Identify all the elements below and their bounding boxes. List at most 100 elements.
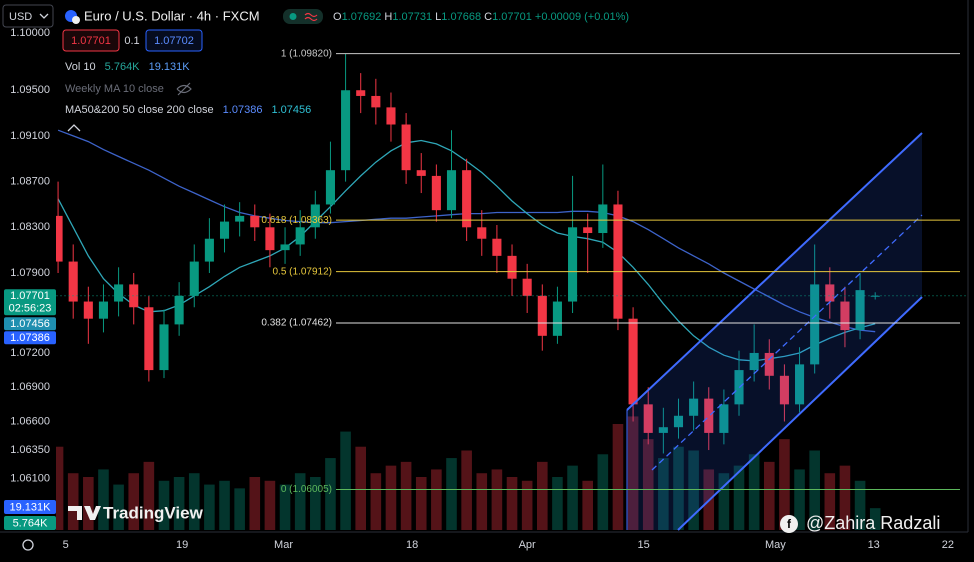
ohlc-value: 1.07668 xyxy=(441,11,481,23)
candle-body xyxy=(749,352,759,371)
indicator-name: MA50&200 50 close 200 close xyxy=(65,104,214,116)
candle-body xyxy=(371,95,381,108)
candle-body xyxy=(53,215,63,262)
price-tag xyxy=(4,331,56,345)
ma-legend: MA50&200 50 close 200 close 1.07386 1.07… xyxy=(65,104,311,116)
facebook-icon xyxy=(780,515,798,533)
volume-bar xyxy=(264,480,276,530)
volume-bar xyxy=(612,424,624,530)
price-tag-label: 1.07701 xyxy=(10,290,50,302)
channel-mid xyxy=(651,214,923,471)
candle-body xyxy=(159,324,169,371)
channel-fill xyxy=(627,133,922,530)
currency-button[interactable] xyxy=(2,4,54,28)
volume-bar xyxy=(748,454,760,530)
volume-bar xyxy=(658,458,669,530)
volume-bar xyxy=(355,446,367,530)
buy-button[interactable] xyxy=(145,29,203,52)
fib-label: 0.5 (1.07912) xyxy=(273,266,333,277)
symbol-title[interactable]: Euro / U.S. Dollar · 4h · FXCM xyxy=(84,8,260,23)
fib-label: 1 (1.09820) xyxy=(281,48,332,59)
volume-tag xyxy=(4,516,56,530)
volume-bar xyxy=(446,458,457,530)
volume-bar xyxy=(794,469,805,530)
candle-body xyxy=(613,204,623,319)
volume-bar xyxy=(763,461,775,530)
x-tick-label: Apr xyxy=(519,539,536,551)
volume-bar xyxy=(779,439,790,530)
ohlc-label: C xyxy=(484,11,492,23)
candle-body xyxy=(401,124,411,171)
x-tick-label: 13 xyxy=(868,539,880,551)
volume-tag xyxy=(4,500,56,514)
volume-bar xyxy=(461,450,472,530)
settings-icon[interactable] xyxy=(22,539,34,551)
ohlc-value: 1.07731 xyxy=(392,11,432,23)
candle-body xyxy=(356,90,366,96)
bid[interactable]: 1.07701 xyxy=(71,35,111,47)
x-tick-label: May xyxy=(765,539,786,551)
candle-body xyxy=(341,90,351,171)
candle-body xyxy=(704,398,714,433)
candle-body xyxy=(719,404,729,433)
candle-body xyxy=(250,215,260,228)
candle-body xyxy=(416,170,426,176)
y-tick-label: 1.06600 xyxy=(10,415,50,427)
y-tick-label: 1.09500 xyxy=(10,84,50,96)
status-dot xyxy=(289,13,297,20)
candle-body xyxy=(658,427,668,433)
volume-bar xyxy=(98,469,109,530)
price-axis xyxy=(0,0,56,532)
volume-bar xyxy=(809,450,820,530)
candle-body xyxy=(144,307,154,371)
volume-bar xyxy=(294,473,306,530)
symbol-icon xyxy=(72,16,80,24)
volume-bar xyxy=(188,473,200,530)
x-tick-label: 18 xyxy=(406,539,418,551)
x-tick-label: 22 xyxy=(942,539,954,551)
currency[interactable]: USD xyxy=(9,11,32,23)
candle-body xyxy=(492,238,502,256)
candle-body xyxy=(583,227,593,234)
ma-value: 1.07386 xyxy=(223,104,263,116)
price-tag xyxy=(4,317,56,331)
countdown: 02:56:23 xyxy=(9,303,52,315)
candle-body xyxy=(295,227,305,245)
candle-body xyxy=(522,278,532,296)
collapse-icon[interactable] xyxy=(67,124,81,132)
candle-body xyxy=(779,375,789,405)
ohlc-label: H xyxy=(384,11,392,23)
volume-bar xyxy=(219,480,230,530)
candle-body xyxy=(795,364,805,405)
price-tag-label: 1.07386 xyxy=(10,332,50,344)
volume-bar xyxy=(67,473,79,530)
brand: TradingView xyxy=(103,503,204,522)
hidden-icon[interactable] xyxy=(176,82,192,96)
candle-body xyxy=(507,255,517,279)
volume-tag-label: 5.764K xyxy=(13,517,49,529)
volume-bar xyxy=(113,484,124,530)
ohlc-label: L xyxy=(435,11,441,23)
sell-button[interactable] xyxy=(62,29,120,52)
volume-bar xyxy=(597,454,609,530)
volume-bar xyxy=(415,477,427,530)
volume-ma-value: 19.131K xyxy=(149,61,191,73)
candle-body xyxy=(386,107,396,125)
volume-bar xyxy=(310,477,321,530)
y-tick-label: 1.06900 xyxy=(10,381,50,393)
weekly-ma-legend: Weekly MA 10 close xyxy=(65,83,164,95)
fib-label: 0.382 (1.07462) xyxy=(261,318,332,329)
candle-body xyxy=(174,295,184,325)
volume-bar xyxy=(279,484,291,530)
candle-body xyxy=(764,352,774,376)
candle-body xyxy=(325,170,335,205)
ohlc-value: 1.07701 xyxy=(492,11,532,23)
volume-bar xyxy=(733,465,745,530)
facebook-glyph: f xyxy=(787,517,792,531)
ask[interactable]: 1.07702 xyxy=(154,35,194,47)
status-pill xyxy=(283,9,323,24)
volume-bar xyxy=(839,465,851,530)
volume-bar xyxy=(582,480,593,530)
fib-label: 0 (1.06005) xyxy=(281,484,332,495)
